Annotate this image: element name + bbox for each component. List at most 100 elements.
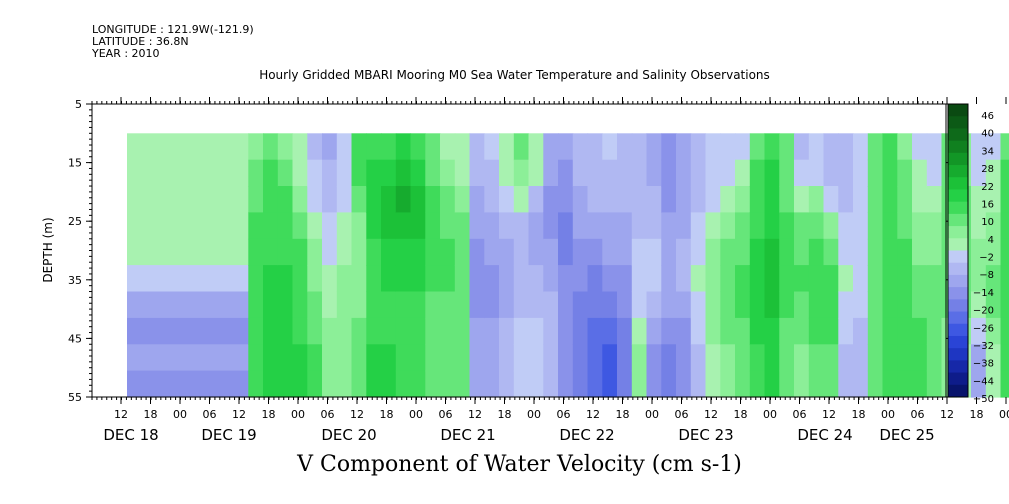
heatmap-cell [808, 133, 825, 161]
heatmap-cell [617, 291, 633, 319]
heatmap-cell [749, 344, 766, 372]
heatmap-cell [440, 133, 456, 161]
heatmap-cell [823, 370, 839, 398]
heatmap-cell [705, 159, 721, 187]
heatmap-cell [440, 159, 456, 187]
colorbar-tick-label: 40 [981, 129, 994, 140]
heatmap-cell [263, 159, 279, 187]
heatmap-cell [127, 133, 249, 161]
colorbar-swatch [948, 226, 968, 239]
heatmap-cell [513, 317, 530, 345]
heatmap-cell [454, 370, 471, 398]
heatmap-cell [292, 265, 308, 293]
colorbar-swatch [948, 287, 968, 300]
heatmap-cell [676, 133, 692, 161]
heatmap-cell [528, 159, 544, 187]
heatmap-cell [366, 344, 382, 372]
heatmap-cell [410, 186, 426, 213]
heatmap-cell [1000, 212, 1009, 240]
heatmap-cell [926, 133, 943, 161]
heatmap-cell [248, 159, 264, 187]
heatmap-cell [336, 186, 353, 213]
heatmap-cell [484, 370, 500, 398]
heatmap-cell [823, 186, 839, 213]
heatmap-cell [735, 186, 751, 213]
x-hour-label: 18 [380, 408, 394, 421]
heatmap-cell [1000, 238, 1009, 266]
heatmap-cell [985, 133, 1002, 161]
heatmap-cell [1000, 344, 1009, 372]
heatmap-cell [853, 238, 869, 266]
colorbar-swatch [948, 262, 968, 276]
x-hour-label: 12 [114, 408, 128, 421]
heatmap-cell [838, 344, 854, 372]
heatmap-cell [558, 133, 574, 161]
heatmap-cell [425, 238, 441, 266]
heatmap-cell [1000, 317, 1009, 345]
heatmap-cell [322, 317, 338, 345]
heatmap-cell [823, 159, 839, 187]
heatmap-cell [971, 186, 987, 213]
x-day-label: DEC 21 [440, 426, 495, 444]
heatmap-cell [971, 238, 987, 266]
heatmap-cell [425, 265, 441, 293]
heatmap-cell [690, 159, 707, 187]
heatmap-cell [676, 291, 692, 319]
heatmap-cell [749, 186, 766, 213]
heatmap-cell [617, 370, 633, 398]
heatmap-cell [823, 133, 839, 161]
heatmap-cell [971, 370, 987, 398]
heatmap-cell [292, 344, 308, 372]
heatmap-cell [351, 238, 367, 266]
heatmap-cell [277, 186, 294, 213]
x-hour-label: 00 [763, 408, 777, 421]
heatmap-cell [558, 344, 574, 372]
heatmap-cell [336, 370, 353, 398]
heatmap-cell [720, 317, 736, 345]
heatmap-cell [735, 370, 751, 398]
heatmap-cell [617, 317, 633, 345]
heatmap-cell [971, 212, 987, 240]
x-hour-label: 00 [173, 408, 187, 421]
heatmap-cell [705, 291, 721, 319]
heatmap-cell [661, 291, 677, 319]
heatmap-cell [484, 159, 500, 187]
heatmap-cell [646, 186, 662, 213]
heatmap-cell [897, 344, 913, 372]
heatmap-cell [263, 291, 279, 319]
heatmap-cell [617, 133, 633, 161]
heatmap-cell [484, 238, 500, 266]
heatmap-cell [897, 291, 913, 319]
heatmap-cell [912, 344, 928, 372]
heatmap-cell [823, 344, 839, 372]
heatmap-cell [882, 133, 898, 161]
heatmap-cell [440, 265, 456, 293]
heatmap-cell [646, 133, 662, 161]
heatmap-cell [425, 344, 441, 372]
heatmap-cell [631, 265, 648, 293]
heatmap-cell [572, 344, 589, 372]
heatmap-cell [572, 212, 589, 240]
heatmap-cell [292, 133, 308, 161]
heatmap-cell [543, 186, 559, 213]
heatmap-cell [307, 186, 323, 213]
heatmap-cell [838, 265, 854, 293]
heatmap-cell [322, 159, 338, 187]
heatmap-cell [440, 370, 456, 398]
heatmap-cell [794, 344, 810, 372]
heatmap-cell [558, 370, 574, 398]
heatmap-cell [867, 291, 884, 319]
heatmap-cell [631, 238, 648, 266]
heatmap-cell [926, 370, 943, 398]
heatmap-cell [469, 159, 485, 187]
heatmap-cell [838, 212, 854, 240]
heatmap-cell [558, 212, 574, 240]
heatmap-cell [794, 133, 810, 161]
x-day-label: DEC 18 [103, 426, 158, 444]
heatmap-cell [292, 238, 308, 266]
heatmap-cell [735, 344, 751, 372]
heatmap-cell [543, 265, 559, 293]
x-hour-label: 12 [232, 408, 246, 421]
heatmap-cell [779, 265, 795, 293]
heatmap-cell [395, 265, 412, 293]
